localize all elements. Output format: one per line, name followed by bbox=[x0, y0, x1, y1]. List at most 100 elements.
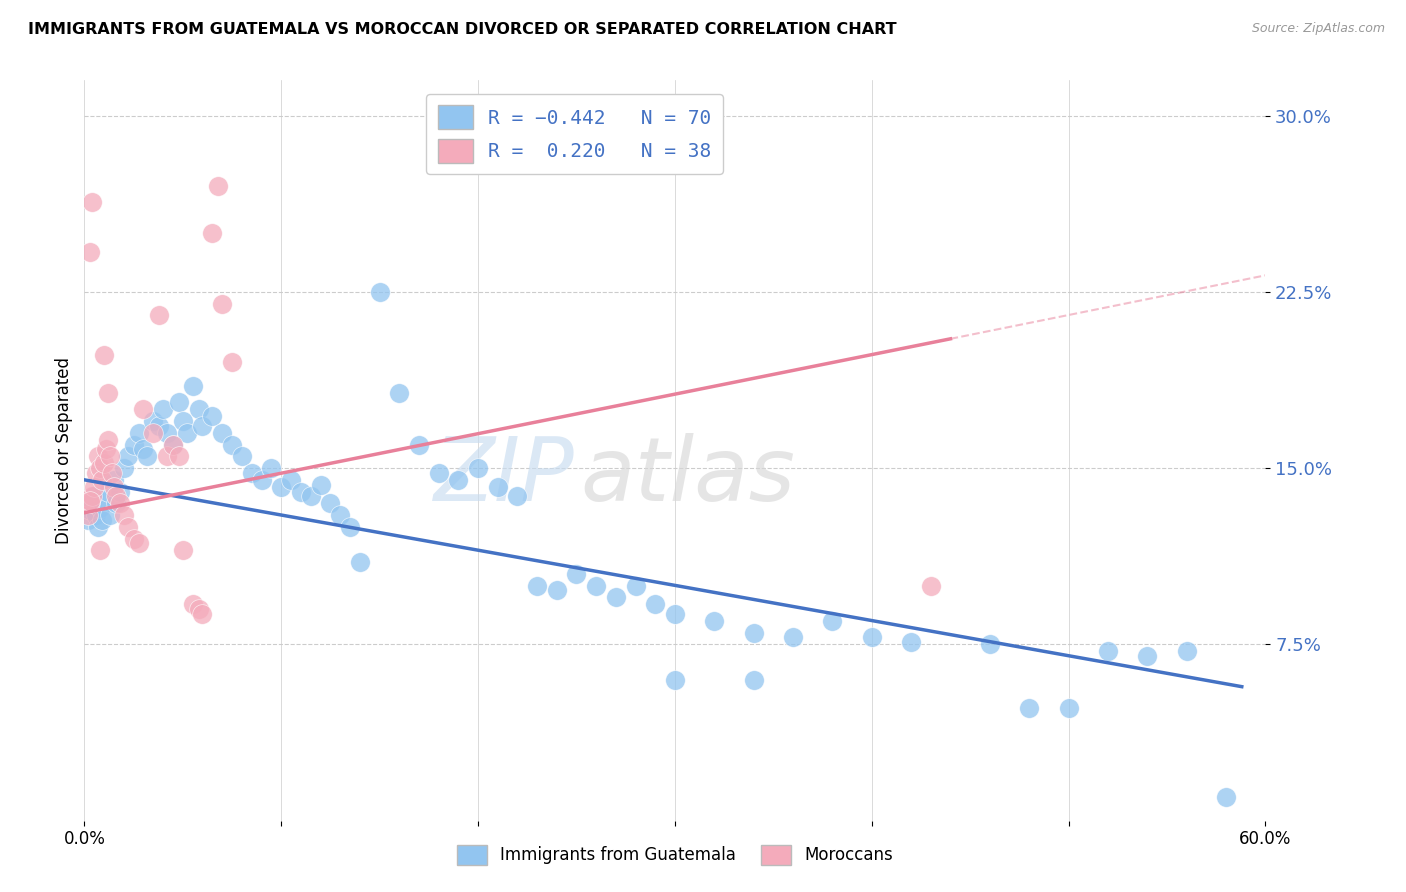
Point bbox=[250, 473, 273, 487]
Point bbox=[408, 437, 430, 451]
Point bbox=[201, 409, 224, 424]
Point bbox=[104, 496, 127, 510]
Point bbox=[191, 607, 214, 621]
Point bbox=[103, 480, 125, 494]
Point bbox=[605, 591, 627, 605]
Point bbox=[108, 496, 131, 510]
Point bbox=[900, 635, 922, 649]
Point bbox=[299, 489, 322, 503]
Point bbox=[156, 450, 179, 464]
Point bbox=[368, 285, 391, 299]
Point bbox=[162, 437, 184, 451]
Point bbox=[156, 425, 179, 440]
Text: atlas: atlas bbox=[581, 434, 796, 519]
Point bbox=[103, 473, 125, 487]
Point bbox=[93, 456, 115, 470]
Point bbox=[128, 425, 150, 440]
Point bbox=[77, 513, 100, 527]
Point bbox=[87, 450, 110, 464]
Point bbox=[84, 466, 107, 480]
Point bbox=[703, 614, 725, 628]
Point bbox=[84, 508, 107, 522]
Point bbox=[187, 602, 209, 616]
Point bbox=[91, 513, 114, 527]
Point bbox=[280, 473, 302, 487]
Point bbox=[1057, 701, 1080, 715]
Point bbox=[349, 555, 371, 569]
Point bbox=[77, 508, 100, 522]
Point bbox=[221, 355, 243, 369]
Point bbox=[260, 461, 283, 475]
Point bbox=[546, 583, 568, 598]
Point bbox=[79, 496, 101, 510]
Point bbox=[1018, 701, 1040, 715]
Point bbox=[270, 480, 292, 494]
Point bbox=[89, 461, 111, 475]
Point bbox=[486, 480, 509, 494]
Point bbox=[979, 637, 1001, 651]
Point bbox=[162, 437, 184, 451]
Point bbox=[172, 543, 194, 558]
Point bbox=[89, 501, 111, 516]
Point bbox=[112, 461, 135, 475]
Point bbox=[664, 607, 686, 621]
Point bbox=[1097, 644, 1119, 658]
Point bbox=[329, 508, 352, 522]
Point bbox=[181, 598, 204, 612]
Point bbox=[122, 532, 145, 546]
Point bbox=[211, 296, 233, 310]
Point bbox=[290, 484, 312, 499]
Point bbox=[101, 466, 124, 480]
Point bbox=[117, 450, 139, 464]
Point bbox=[240, 466, 263, 480]
Point bbox=[122, 437, 145, 451]
Point bbox=[97, 385, 120, 400]
Point bbox=[152, 402, 174, 417]
Point bbox=[79, 244, 101, 259]
Y-axis label: Divorced or Separated: Divorced or Separated bbox=[55, 357, 73, 544]
Point bbox=[112, 508, 135, 522]
Point bbox=[1215, 790, 1237, 805]
Point bbox=[447, 473, 470, 487]
Point bbox=[191, 418, 214, 433]
Point bbox=[319, 496, 342, 510]
Point bbox=[108, 484, 131, 499]
Legend: Immigrants from Guatemala, Moroccans: Immigrants from Guatemala, Moroccans bbox=[450, 838, 900, 871]
Point bbox=[167, 395, 190, 409]
Point bbox=[221, 437, 243, 451]
Point bbox=[97, 433, 120, 447]
Point bbox=[93, 348, 115, 362]
Point bbox=[1136, 649, 1159, 664]
Point bbox=[565, 566, 588, 581]
Point bbox=[782, 630, 804, 644]
Point bbox=[142, 425, 165, 440]
Point bbox=[128, 536, 150, 550]
Point bbox=[176, 425, 198, 440]
Point bbox=[211, 425, 233, 440]
Point bbox=[388, 385, 411, 400]
Point bbox=[526, 579, 548, 593]
Point bbox=[93, 494, 115, 508]
Point bbox=[87, 520, 110, 534]
Point bbox=[142, 414, 165, 428]
Point bbox=[136, 450, 159, 464]
Point bbox=[98, 508, 121, 522]
Text: ZIP: ZIP bbox=[433, 434, 575, 519]
Point bbox=[187, 402, 209, 417]
Point bbox=[860, 630, 883, 644]
Point bbox=[82, 496, 104, 510]
Point bbox=[506, 489, 529, 503]
Point bbox=[427, 466, 450, 480]
Point bbox=[644, 598, 666, 612]
Text: Source: ZipAtlas.com: Source: ZipAtlas.com bbox=[1251, 22, 1385, 36]
Point bbox=[181, 379, 204, 393]
Point bbox=[148, 418, 170, 433]
Point bbox=[104, 489, 127, 503]
Point bbox=[624, 579, 647, 593]
Point bbox=[821, 614, 844, 628]
Point bbox=[920, 579, 942, 593]
Point bbox=[1175, 644, 1198, 658]
Text: IMMIGRANTS FROM GUATEMALA VS MOROCCAN DIVORCED OR SEPARATED CORRELATION CHART: IMMIGRANTS FROM GUATEMALA VS MOROCCAN DI… bbox=[28, 22, 897, 37]
Point bbox=[231, 450, 253, 464]
Point bbox=[82, 489, 104, 503]
